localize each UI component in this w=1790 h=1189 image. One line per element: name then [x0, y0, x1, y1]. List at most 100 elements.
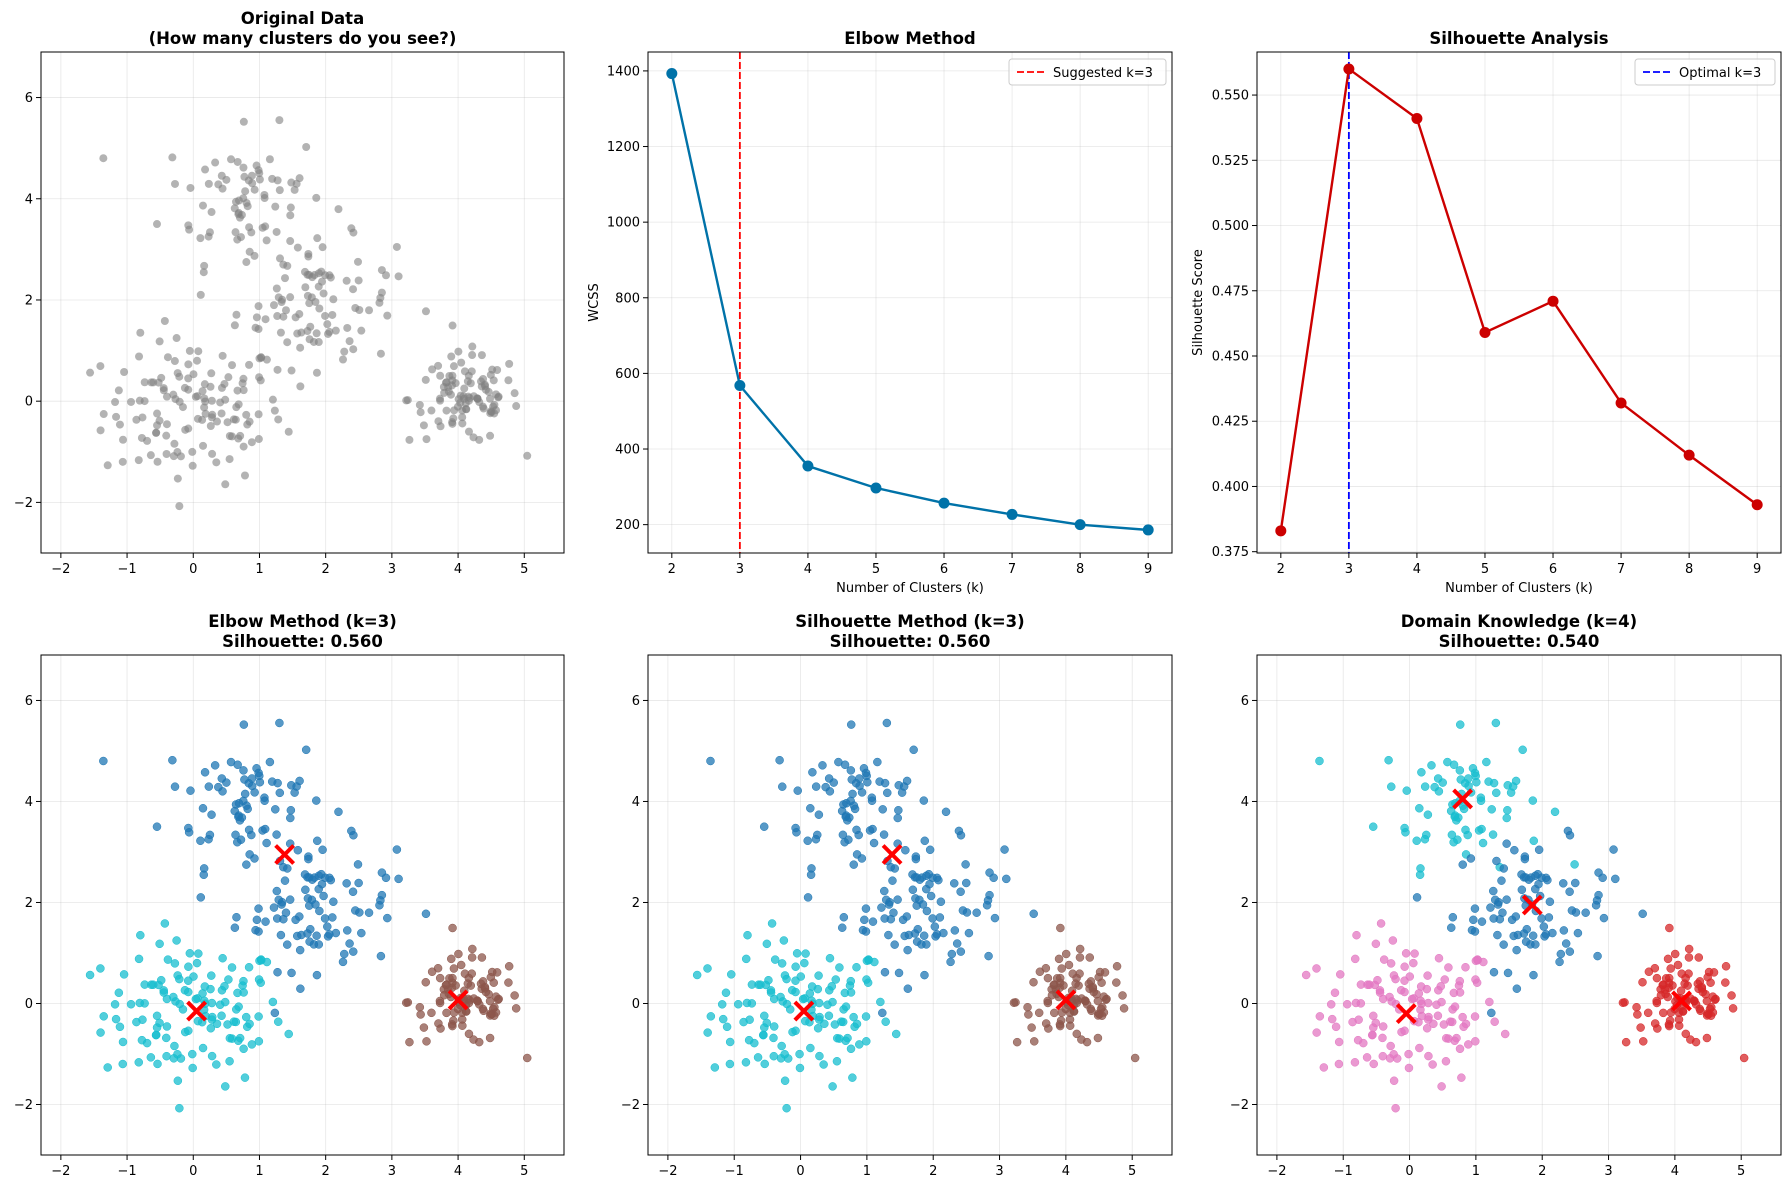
data-point [421, 375, 430, 384]
data-point [469, 392, 478, 401]
data-point [456, 398, 465, 407]
data-point [869, 838, 879, 848]
data-point [275, 116, 284, 125]
data-point [1503, 968, 1513, 978]
data-point [99, 410, 108, 419]
data-point [232, 310, 241, 319]
data-point [301, 283, 310, 292]
data-point [1461, 962, 1470, 972]
data-point [152, 428, 161, 437]
y-tick-label: 0.550 [1212, 89, 1249, 104]
data-point [442, 378, 451, 387]
data-point [931, 932, 940, 941]
data-point [769, 1051, 779, 1061]
data-point [1440, 975, 1449, 984]
data-point [1556, 949, 1566, 959]
data-point [224, 373, 233, 382]
data-point [208, 449, 217, 458]
data-point [791, 987, 800, 997]
x-tick-label: 4 [1413, 562, 1421, 577]
data-point [489, 978, 498, 987]
centroid-marker [274, 844, 296, 865]
data-point [217, 409, 226, 418]
data-point [207, 208, 216, 217]
data-point [1368, 822, 1378, 831]
data-point [225, 1057, 234, 1066]
y-tick-label: 200 [615, 518, 640, 533]
data-point [867, 796, 877, 805]
data-point [846, 1044, 856, 1054]
data-point [1638, 977, 1647, 987]
data-point [478, 402, 487, 411]
data-point [237, 813, 247, 822]
data-point [254, 302, 263, 311]
data-point [1041, 1019, 1051, 1028]
data-point [329, 295, 338, 304]
data-point [485, 1033, 495, 1043]
data-point [1534, 845, 1544, 855]
data-point [1335, 970, 1345, 979]
data-point [312, 329, 321, 338]
data-point [254, 166, 263, 175]
x-tick-label: 3 [1604, 1164, 1612, 1179]
data-point [171, 179, 180, 188]
data-point [146, 451, 155, 460]
data-point [1085, 953, 1095, 962]
data-point [939, 928, 948, 938]
data-point [228, 361, 237, 370]
data-point [214, 782, 223, 792]
data-point [225, 455, 234, 464]
data-point [221, 395, 230, 404]
data-point [1047, 990, 1057, 1000]
data-point [742, 998, 752, 1008]
data-point [1077, 994, 1086, 1003]
data-point [99, 154, 108, 163]
data-point [304, 854, 313, 864]
data-point [717, 1000, 727, 1009]
data-point [815, 1015, 824, 1024]
data-point [878, 1008, 887, 1018]
data-point [170, 782, 180, 791]
data-point [247, 774, 257, 783]
data-point [1433, 774, 1443, 783]
data-point [1029, 977, 1038, 987]
data-point [1528, 931, 1538, 940]
data-point [1573, 928, 1583, 938]
data-point [307, 293, 316, 302]
y-tick-label: 2 [25, 293, 33, 308]
data-point [239, 988, 248, 997]
data-point [1009, 998, 1019, 1007]
data-point [329, 897, 338, 906]
data-point [422, 435, 431, 444]
y-tick-label: 4 [1241, 795, 1249, 810]
data-point [342, 276, 351, 285]
data-point [468, 351, 477, 360]
data-point [489, 402, 498, 411]
data-point [1728, 1004, 1738, 1013]
data-point [1471, 975, 1480, 984]
data-point [192, 958, 202, 968]
data-point [1088, 982, 1098, 992]
data-point [115, 1022, 125, 1032]
data-point [1517, 870, 1526, 879]
data-point [504, 962, 514, 971]
data-point [855, 1040, 864, 1049]
data-point [1378, 1022, 1388, 1031]
data-point [1097, 978, 1106, 987]
data-point [818, 761, 827, 770]
data-point [469, 994, 479, 1003]
data-point [806, 804, 815, 813]
data-point [1404, 1049, 1413, 1059]
data-point [1652, 973, 1662, 983]
data-point [480, 982, 490, 992]
subplot-title: Silhouette: 0.540 [1439, 632, 1600, 651]
data-point [1473, 955, 1482, 965]
data-point [284, 427, 293, 436]
data-point [280, 274, 289, 283]
data-point [1478, 838, 1488, 848]
data-point [272, 830, 281, 839]
x-tick-label: 9 [1753, 562, 1761, 577]
data-point [161, 1033, 171, 1043]
data-point [464, 427, 473, 436]
data-point [924, 869, 934, 879]
